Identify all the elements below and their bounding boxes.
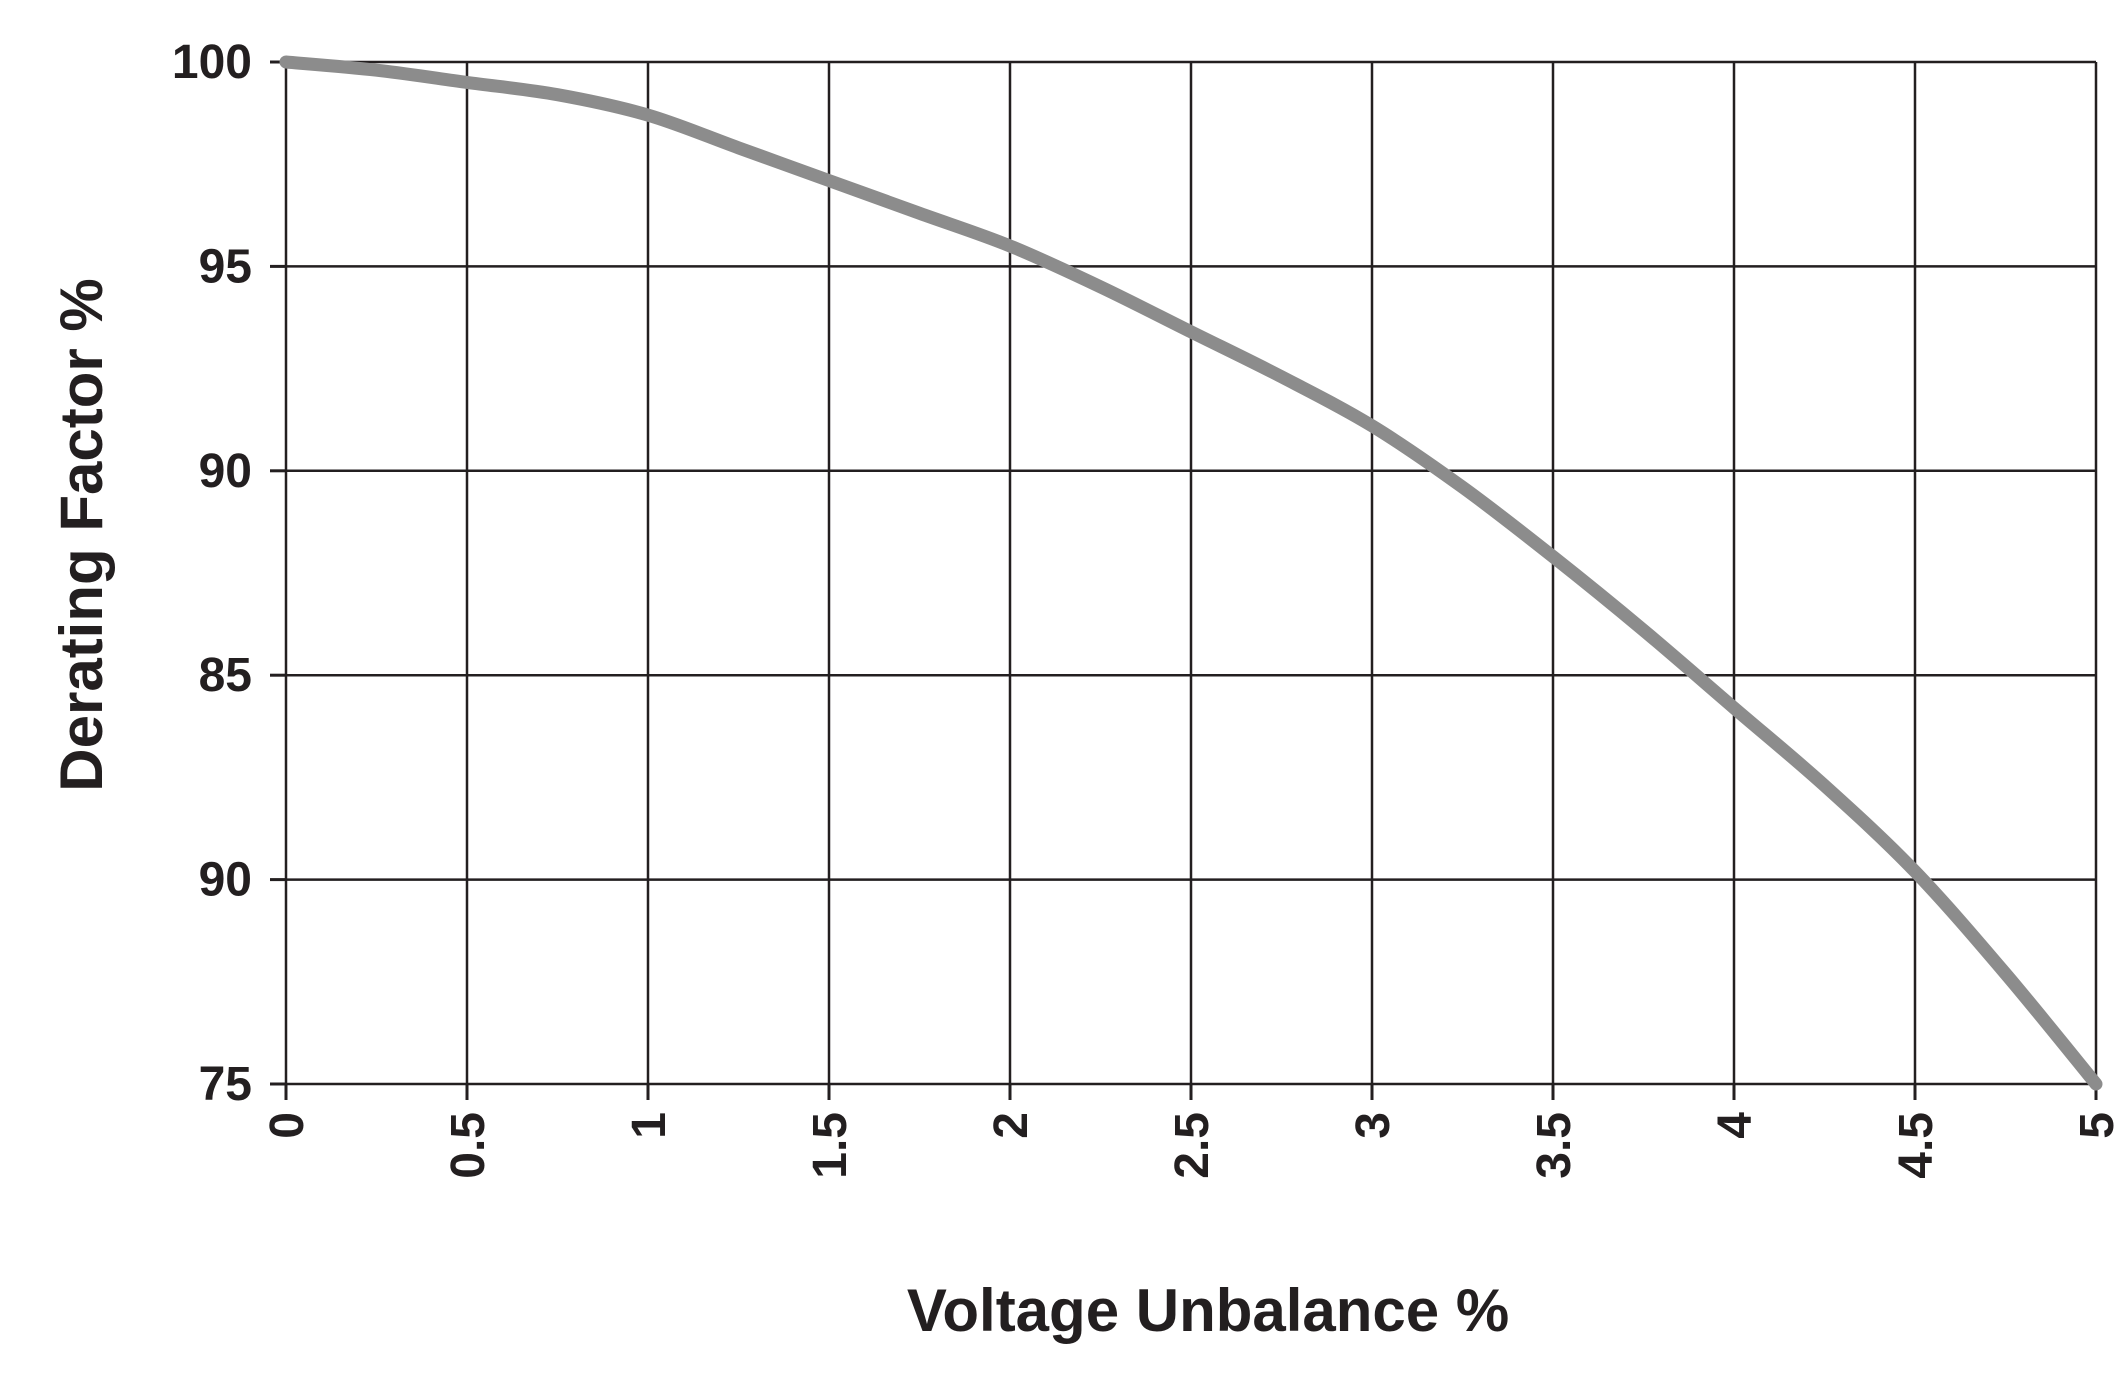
y-tick-label: 95: [199, 240, 252, 293]
x-axis-label: Voltage Unbalance %: [907, 1277, 1509, 1344]
series-layer: [279, 55, 2103, 1091]
grid: [270, 60, 2098, 1100]
x-tick-label: 1: [623, 1112, 676, 1139]
y-tick-label: 90: [199, 854, 252, 907]
x-tick-label: 0.5: [442, 1112, 495, 1179]
y-tick-label: 75: [199, 1058, 252, 1111]
y-axis-ticks: 100 95 90 85 90 75: [172, 36, 252, 1111]
x-tick-label: 4: [1709, 1112, 1762, 1139]
x-tick-label: 0: [261, 1112, 314, 1139]
y-tick-label: 100: [172, 36, 252, 89]
x-tick-label: 1.5: [804, 1112, 857, 1179]
x-tick-label: 4.5: [1890, 1112, 1943, 1179]
x-tick-label: 3: [1347, 1112, 1400, 1139]
x-tick-label: 5: [2071, 1112, 2120, 1139]
x-tick-label: 2: [985, 1112, 1038, 1139]
y-axis-label: Derating Factor %: [48, 278, 115, 791]
series-line-derating: [279, 55, 2103, 1091]
x-tick-label: 2.5: [1166, 1112, 1219, 1179]
y-tick-label: 90: [199, 445, 252, 498]
x-axis-ticks: 0 0.5 1 1.5 2 2.5 3 3.5 4 4.5 5: [261, 1112, 2120, 1179]
x-tick-label: 3.5: [1528, 1112, 1581, 1179]
y-tick-label: 85: [199, 649, 252, 702]
